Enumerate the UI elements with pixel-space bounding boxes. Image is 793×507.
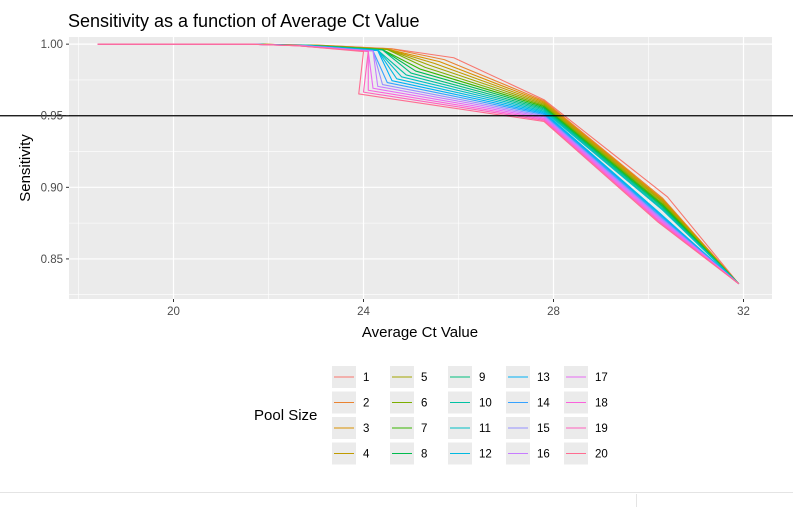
legend-title: Pool Size — [254, 407, 317, 424]
legend-label-17: 17 — [595, 372, 608, 384]
series-lines — [97, 43, 740, 285]
y-tick-label: 0.95 — [41, 111, 63, 123]
x-tick-label: 24 — [357, 306, 370, 318]
page-divider-tick — [636, 494, 637, 507]
legend-label-2: 2 — [363, 398, 369, 410]
series-line-20 — [97, 43, 740, 285]
legend-label-7: 7 — [421, 423, 427, 435]
x-tick-label: 20 — [167, 306, 180, 318]
legend-label-5: 5 — [421, 372, 427, 384]
legend-label-11: 11 — [479, 423, 491, 435]
x-axis-ticks: 20 24 28 32 — [167, 299, 750, 318]
legend-label-1: 1 — [363, 372, 369, 384]
legend-label-14: 14 — [537, 398, 550, 410]
y-axis-title: Sensitivity — [17, 134, 34, 202]
legend-label-20: 20 — [595, 449, 608, 461]
x-tick-label: 28 — [547, 306, 560, 318]
x-axis-title: Average Ct Value — [362, 324, 478, 341]
legend-label-6: 6 — [421, 398, 427, 410]
y-tick-label: 0.90 — [41, 182, 63, 194]
y-axis-ticks: 0.85 0.90 0.95 1.00 — [41, 39, 69, 266]
page-divider — [0, 492, 793, 493]
y-tick-label: 0.85 — [41, 254, 63, 266]
legend-label-10: 10 — [479, 398, 492, 410]
legend-label-16: 16 — [537, 449, 550, 461]
legend-label-8: 8 — [421, 449, 427, 461]
plot-panel — [69, 37, 772, 299]
x-tick-label: 32 — [737, 306, 750, 318]
legend-label-13: 13 — [537, 372, 550, 384]
legend-label-15: 15 — [537, 423, 550, 435]
y-tick-label: 1.00 — [41, 39, 63, 51]
legend-label-19: 19 — [595, 423, 608, 435]
legend-label-18: 18 — [595, 398, 608, 410]
legend-label-9: 9 — [479, 372, 485, 384]
legend-label-4: 4 — [363, 449, 370, 461]
legend-label-3: 3 — [363, 423, 369, 435]
legend-label-12: 12 — [479, 449, 492, 461]
chart-title: Sensitivity as a function of Average Ct … — [68, 11, 420, 31]
